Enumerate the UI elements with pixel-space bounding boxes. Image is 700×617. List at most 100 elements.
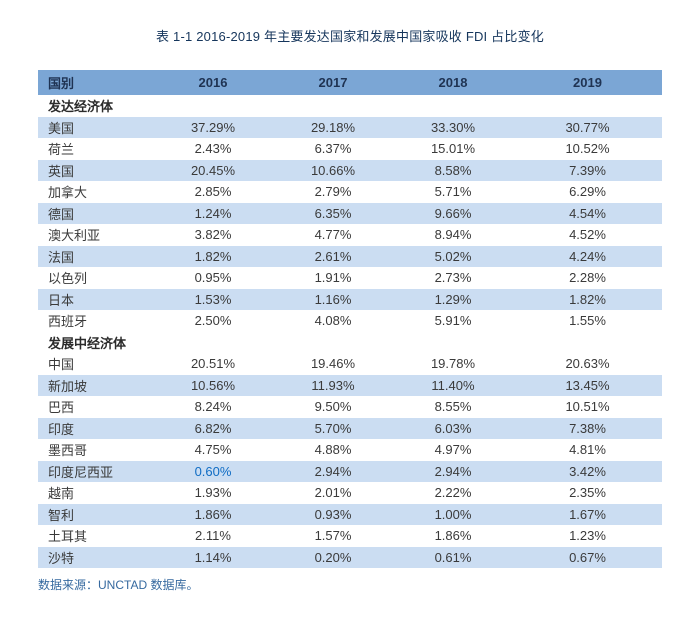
table-row: 巴西 8.24% 9.50% 8.55% 10.51% xyxy=(38,396,662,418)
column-header-year-2019: 2019 xyxy=(513,70,662,95)
value-cell: 10.52% xyxy=(565,141,610,157)
value-cell: 0.60% xyxy=(153,460,273,482)
value-cell: 2.94% xyxy=(273,460,393,482)
country-cell: 智利 xyxy=(38,503,153,525)
value-cell: 4.77% xyxy=(314,227,352,243)
value-cell: 6.29% xyxy=(569,184,606,200)
value-cell: 2.61% xyxy=(273,245,393,267)
table-row: 新加坡 10.56% 11.93% 11.40% 13.45% xyxy=(38,374,662,396)
value-cell: 5.71% xyxy=(434,184,472,200)
table-row: 沙特 1.14% 0.20% 0.61% 0.67% xyxy=(38,546,662,568)
value-cell: 2.43% xyxy=(194,141,232,157)
value-cell: 1.57% xyxy=(314,528,352,544)
value-cell: 5.70% xyxy=(273,417,393,439)
section-label: 发展中经济体 xyxy=(38,331,662,353)
value-cell: 1.29% xyxy=(393,288,513,310)
country-cell: 印度 xyxy=(38,417,153,439)
value-cell: 6.82% xyxy=(153,417,273,439)
column-header-year-2018: 2018 xyxy=(393,70,513,95)
value-cell: 7.38% xyxy=(513,417,662,439)
table-row: 越南 1.93% 2.01% 2.22% 2.35% xyxy=(38,482,662,504)
value-cell: 30.77% xyxy=(513,116,662,138)
country-cell: 以色列 xyxy=(48,271,88,287)
value-cell: 29.18% xyxy=(273,116,393,138)
table-row: 英国 20.45% 10.66% 8.58% 7.39% xyxy=(38,159,662,181)
table-row: 智利 1.86% 0.93% 1.00% 1.67% xyxy=(38,503,662,525)
value-cell: 1.23% xyxy=(569,528,606,544)
value-cell: 2.50% xyxy=(194,313,232,329)
table-row: 土耳其 2.11% 1.57% 1.86% 1.23% xyxy=(38,525,662,547)
value-cell: 9.50% xyxy=(314,399,352,415)
value-cell: 8.55% xyxy=(434,399,472,415)
value-cell: 1.86% xyxy=(153,503,273,525)
country-cell: 新加坡 xyxy=(38,374,153,396)
table-row: 以色列 0.95% 1.91% 2.73% 2.28% xyxy=(38,267,662,289)
value-cell: 20.45% xyxy=(153,159,273,181)
value-cell: 2.22% xyxy=(434,485,472,501)
column-header-year-2017: 2017 xyxy=(273,70,393,95)
table-row: 德国 1.24% 6.35% 9.66% 4.54% xyxy=(38,202,662,224)
column-header-year-2016: 2016 xyxy=(153,70,273,95)
value-cell: 1.55% xyxy=(569,313,606,329)
country-cell: 日本 xyxy=(38,288,153,310)
value-cell: 2.94% xyxy=(393,460,513,482)
section-label: 发达经济体 xyxy=(38,95,662,117)
value-cell: 19.46% xyxy=(310,356,356,372)
value-cell: 4.81% xyxy=(569,442,606,458)
value-cell: 4.75% xyxy=(194,442,232,458)
value-cell: 1.00% xyxy=(393,503,513,525)
country-cell: 越南 xyxy=(48,486,75,502)
value-cell: 6.37% xyxy=(314,141,352,157)
value-cell: 11.40% xyxy=(393,374,513,396)
data-source-note: 数据来源：UNCTAD 数据库。 xyxy=(38,578,199,592)
value-cell: 2.01% xyxy=(314,485,352,501)
table-row: 印度尼西亚 0.60% 2.94% 2.94% 3.42% xyxy=(38,460,662,482)
country-cell: 土耳其 xyxy=(48,529,88,545)
value-cell: 1.82% xyxy=(153,245,273,267)
value-cell: 0.67% xyxy=(513,546,662,568)
value-cell: 1.16% xyxy=(273,288,393,310)
value-cell: 0.93% xyxy=(273,503,393,525)
value-cell: 1.91% xyxy=(314,270,352,286)
value-cell: 4.52% xyxy=(569,227,606,243)
value-cell: 10.56% xyxy=(153,374,273,396)
value-cell: 1.67% xyxy=(513,503,662,525)
table-row: 印度 6.82% 5.70% 6.03% 7.38% xyxy=(38,417,662,439)
table-row: 荷兰 2.43% 6.37% 15.01% 10.52% xyxy=(38,138,662,160)
value-cell: 37.29% xyxy=(153,116,273,138)
country-cell: 墨西哥 xyxy=(48,443,88,459)
country-cell: 德国 xyxy=(38,202,153,224)
value-cell: 2.85% xyxy=(194,184,232,200)
country-cell: 中国 xyxy=(48,357,75,373)
value-cell: 1.53% xyxy=(153,288,273,310)
table-row: 中国 20.51% 19.46% 19.78% 20.63% xyxy=(38,353,662,375)
country-cell: 加拿大 xyxy=(48,185,88,201)
section-header-row: 发达经济体 xyxy=(38,95,662,117)
table-row: 美国 37.29% 29.18% 33.30% 30.77% xyxy=(38,116,662,138)
value-cell: 11.93% xyxy=(273,374,393,396)
section-header-row: 发展中经济体 xyxy=(38,331,662,353)
value-cell: 10.51% xyxy=(565,399,610,415)
value-cell: 19.78% xyxy=(430,356,476,372)
value-cell: 3.82% xyxy=(194,227,232,243)
country-cell: 法国 xyxy=(38,245,153,267)
value-cell: 13.45% xyxy=(513,374,662,396)
value-cell: 8.58% xyxy=(393,159,513,181)
value-cell: 6.03% xyxy=(393,417,513,439)
value-cell: 0.95% xyxy=(194,270,232,286)
table-row: 加拿大 2.85% 2.79% 5.71% 6.29% xyxy=(38,181,662,203)
value-cell: 1.14% xyxy=(153,546,273,568)
table-row: 日本 1.53% 1.16% 1.29% 1.82% xyxy=(38,288,662,310)
value-cell: 0.61% xyxy=(393,546,513,568)
table-row: 法国 1.82% 2.61% 5.02% 4.24% xyxy=(38,245,662,267)
value-cell: 8.24% xyxy=(194,399,232,415)
value-cell: 1.93% xyxy=(194,485,232,501)
value-cell: 10.66% xyxy=(273,159,393,181)
country-cell: 西班牙 xyxy=(48,314,88,330)
value-cell: 2.79% xyxy=(314,184,352,200)
value-cell: 7.39% xyxy=(513,159,662,181)
value-cell: 2.35% xyxy=(569,485,606,501)
table-row: 墨西哥 4.75% 4.88% 4.97% 4.81% xyxy=(38,439,662,461)
column-header-country: 国别 xyxy=(38,70,153,95)
document-page: 表 1-1 2016-2019 年主要发达国家和发展中国家吸收 FDI 占比变化… xyxy=(38,29,662,592)
